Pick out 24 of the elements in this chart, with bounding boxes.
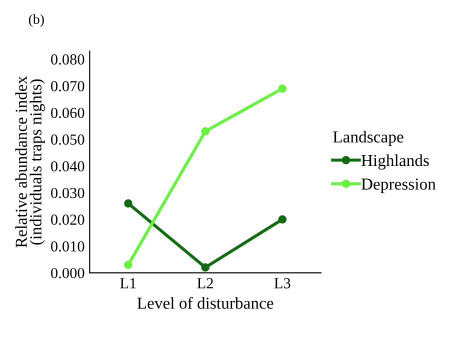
y-tick-label: 0.040 xyxy=(51,161,84,172)
point xyxy=(124,260,132,269)
y-axis-title: Relative abundance index (individuals traps nights) xyxy=(15,76,45,248)
y-tick-label: 0.080 xyxy=(51,54,84,65)
chart-title: (b) xyxy=(28,14,44,27)
y-tick-label: 0.020 xyxy=(51,214,84,225)
x-axis-title: Level of disturbance xyxy=(137,296,274,309)
y-tick-label: 0.030 xyxy=(51,188,84,198)
y-tick-label: 0.070 xyxy=(51,81,84,92)
point xyxy=(201,263,210,272)
y-tick-label: 0.000 xyxy=(51,268,84,278)
x-tick-label: L3 xyxy=(274,278,290,288)
y-tick-label: 0.060 xyxy=(51,108,84,118)
legend-label: Depression xyxy=(361,178,436,194)
legend-title: Landscape xyxy=(333,130,404,146)
legend-label: Highlands xyxy=(361,154,429,170)
point xyxy=(201,127,210,136)
y-tick-label: 0.050 xyxy=(51,134,84,145)
x-tick-label: L1 xyxy=(120,278,136,288)
point xyxy=(124,199,132,208)
point xyxy=(278,84,287,93)
y-tick-label: 0.010 xyxy=(51,241,84,252)
point xyxy=(278,215,287,224)
x-tick-label: L2 xyxy=(197,278,213,288)
